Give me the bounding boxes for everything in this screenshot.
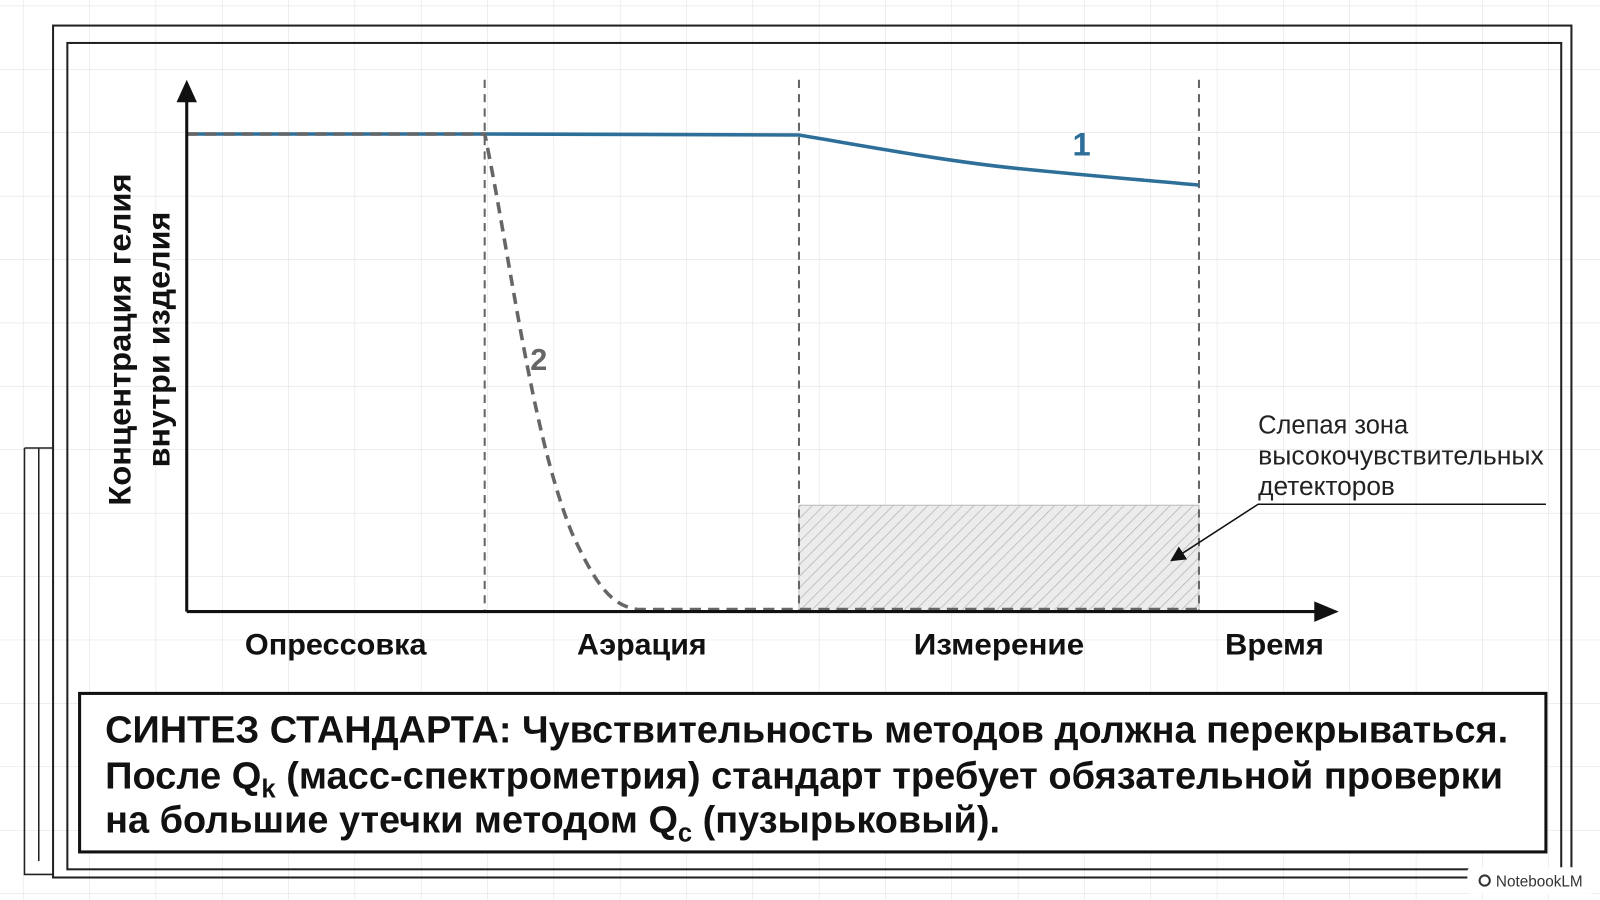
blind-zone	[798, 504, 1200, 613]
blind-zone-label: высокочувствительных	[1258, 442, 1544, 470]
blind-zone-label: детекторов	[1258, 473, 1395, 501]
y-axis-arrow	[176, 79, 197, 103]
text-segment: После Q	[105, 755, 261, 797]
inner-frame	[66, 41, 1563, 871]
text-segment: (масс-спектрометрия) стандарт требует об…	[276, 755, 1503, 797]
watermark: NotebookLM	[1496, 874, 1583, 891]
x-axis-label: Время	[1225, 629, 1324, 662]
curve-label: 2	[530, 343, 547, 377]
synthesis-text: После Qk (масс-спектрометрия) стандарт т…	[105, 755, 1503, 803]
synthesis-text: на большие утечки методом Qc (пузырьковы…	[105, 799, 1000, 847]
callout-arrow	[1170, 503, 1546, 562]
watermark-bg	[1467, 867, 1595, 894]
y-axis-label: Концентрация гелия	[102, 173, 138, 505]
side-bracket	[23, 447, 54, 876]
synthesis-box	[78, 691, 1548, 854]
subscript: k	[261, 776, 276, 804]
text-segment: на большие утечки методом Q	[105, 799, 678, 841]
curve-2	[186, 132, 1199, 612]
x-axis-arrow	[1314, 601, 1339, 622]
outer-frame	[52, 24, 1573, 879]
phase-label: Измерение	[914, 629, 1084, 662]
subscript: c	[678, 820, 692, 848]
phase-label: Аэрация	[577, 629, 707, 662]
synthesis-text: СИНТЕЗ СТАНДАРТА: Чувствительность метод…	[105, 709, 1508, 751]
curve-label: 1	[1073, 125, 1091, 162]
curve-1	[186, 132, 1200, 187]
watermark-icon	[1478, 874, 1491, 887]
text-segment: (пузырьковый).	[692, 799, 1000, 841]
blind-zone-label: Слепая зона	[1258, 412, 1409, 440]
phase-label: Опрессовка	[245, 629, 427, 662]
phase-dividers	[483, 79, 1200, 612]
y-axis-label: внутри изделия	[140, 212, 176, 468]
